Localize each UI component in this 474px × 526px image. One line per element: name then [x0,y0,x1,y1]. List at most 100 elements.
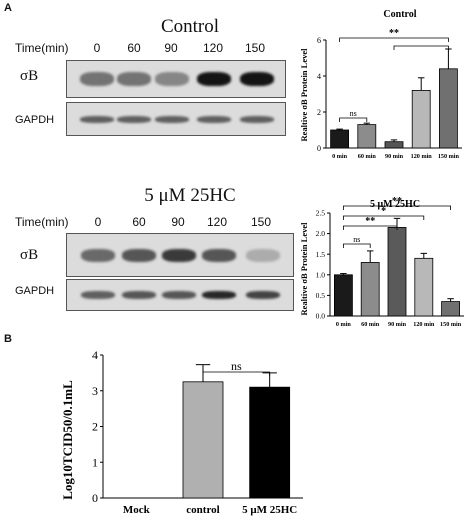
blot-band [162,248,196,262]
x-tick-label: 90 min [385,153,404,160]
lane-label: 90 [171,215,185,229]
y-tick-label: 1.0 [316,270,326,279]
panel-b-label: B [4,333,12,345]
panel-a-label: A [4,2,12,14]
row-label-sigma: σB [20,68,39,84]
lane-label: 120 [202,41,224,55]
lane-labels: 0 60 90 120 150 [0,41,300,57]
bar [414,257,434,317]
blot-title: 5 μM 25HC [144,185,236,206]
y-tick-label: 1 [92,455,98,469]
significance-bracket [202,371,271,376]
blot-band [122,291,156,299]
blot-band [202,291,236,299]
significance-label: ** [392,196,402,207]
blot-band [81,291,115,299]
significance-bracket [343,225,398,230]
blot-band [246,248,280,262]
y-tick-label: 0.0 [316,312,326,321]
y-tick-label: 4 [92,348,98,362]
lane-label: 150 [250,215,272,229]
x-tick-label: 60 min [358,153,377,160]
x-tick-label: 120 min [411,153,433,160]
y-tick-label: 1.5 [316,250,326,259]
significance-bracket [343,215,425,220]
blot-gapdh-strip [66,102,286,136]
blot-band [197,115,231,123]
y-axis-label: Realtive σB Protein Level [299,48,309,142]
y-tick-label: 0 [92,491,98,505]
bar [411,90,431,149]
significance-bracket [343,243,371,248]
x-tick-label: 150 min [440,321,462,328]
blot-band [240,72,274,86]
time-label: Time(min) [15,41,69,55]
lane-labels: 0 60 90 120 150 [0,215,300,231]
bar [249,386,291,499]
lane-label: 0 [94,215,102,229]
blot-band [240,115,274,123]
lane-label: 60 [132,215,146,229]
row-label-gapdh: GAPDH [15,114,55,126]
blot-band [155,115,189,123]
significance-bracket [339,117,368,122]
blot-band [80,115,114,123]
row-label-gapdh: GAPDH [15,285,55,297]
y-tick-label: 2 [92,420,98,434]
significance-label: * [381,206,386,217]
blot-band [197,72,231,86]
bar [387,227,407,317]
blot-band [117,115,151,123]
y-tick-label: 3 [92,384,98,398]
y-tick-label: 2.5 [316,209,326,218]
bar [438,68,458,149]
x-tick-label: 150 min [438,153,460,160]
blot-band [81,248,115,262]
blot-band [117,72,151,86]
lane-label: 0 [93,41,101,55]
blot-band [246,291,280,299]
x-tick-label: 0 min [332,153,348,160]
y-tick-label: 2.0 [316,229,326,238]
x-tick-label: 0 min [336,321,352,328]
x-tick-label: 120 min [413,321,435,328]
x-tick-label: 5 μM 25HC [242,504,297,516]
lane-label: 90 [164,41,178,55]
blot-band [162,291,196,299]
y-tick-label: 0.5 [316,291,326,300]
chart-25hc: 5 μM 25HC Realtive σB Protein Level 0.0 0… [299,196,464,328]
bar [357,124,377,149]
y-axis-label: Realtive σB Protein Level [299,222,309,316]
blot-band [202,248,236,262]
x-tick-label: 60 min [361,321,380,328]
chart-title: 5 μM 25HC [370,199,420,210]
lane-label: 60 [127,41,141,55]
significance-bracket [343,205,451,210]
blot-band [80,72,114,86]
blot-gapdh-strip [66,279,294,311]
blot-title: Control [160,16,220,37]
chart-control: Control Realtive σB Protein Level 02460 … [299,9,462,160]
time-label: Time(min) [15,215,69,229]
significance-label: ns [353,235,360,244]
bar [182,381,224,499]
bar [384,141,404,149]
x-tick-label: control [186,504,219,516]
lane-label: 150 [244,41,266,55]
blot-sigma-strip [66,60,286,98]
y-axis-label: Log10TCID50/0.1mL [60,380,75,500]
significance-label: ** [389,28,399,39]
y-tick-label: 2 [317,108,321,117]
chart-tcid50: Log10TCID50/0.1mL 0 1 2 3 4 Mock control 5 μM 2… [60,348,303,516]
x-tick-label: Mock [123,504,151,516]
bar [360,262,380,317]
y-tick-label: 0 [317,144,321,153]
significance-label: ** [365,216,375,227]
bar [330,129,349,149]
x-tick-label: 90 min [388,321,407,328]
significance-bracket [393,45,449,50]
blot-sigma-strip [66,233,294,277]
significance-bracket [339,37,449,42]
lane-label: 120 [206,215,228,229]
blot-band [155,72,189,86]
